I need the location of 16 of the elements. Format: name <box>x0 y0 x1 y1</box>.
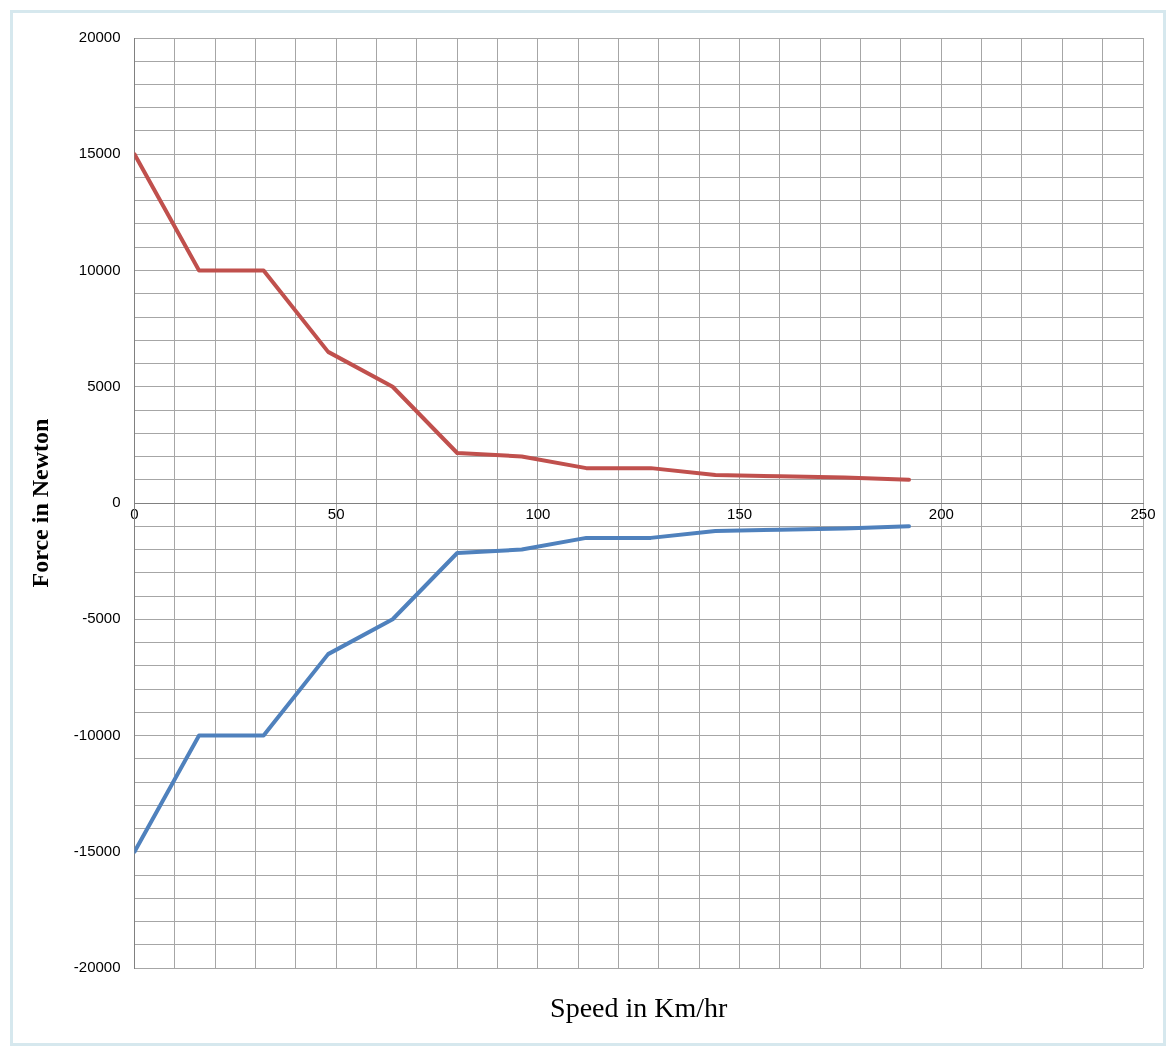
y-tick-label: -10000 <box>73 725 121 743</box>
x-tick-label: 50 <box>327 505 345 523</box>
y-tick-label: 10000 <box>78 260 121 278</box>
y-tick-label: 5000 <box>87 376 121 394</box>
x-tick-label: 150 <box>727 505 753 523</box>
y-tick-label: 0 <box>112 493 121 511</box>
y-tick-label: 20000 <box>78 28 121 46</box>
y-tick-label: 15000 <box>78 144 121 162</box>
x-tick-label: 200 <box>928 505 954 523</box>
x-axis-title: Speed in Km/hr <box>550 992 729 1024</box>
y-axis-title: Force in Newton <box>26 418 53 588</box>
x-tick-label: 250 <box>1130 505 1156 523</box>
y-tick-label: -5000 <box>82 609 121 627</box>
x-tick-label: 100 <box>525 505 551 523</box>
y-tick-label: -20000 <box>73 958 121 976</box>
y-tick-label: -15000 <box>73 841 121 859</box>
